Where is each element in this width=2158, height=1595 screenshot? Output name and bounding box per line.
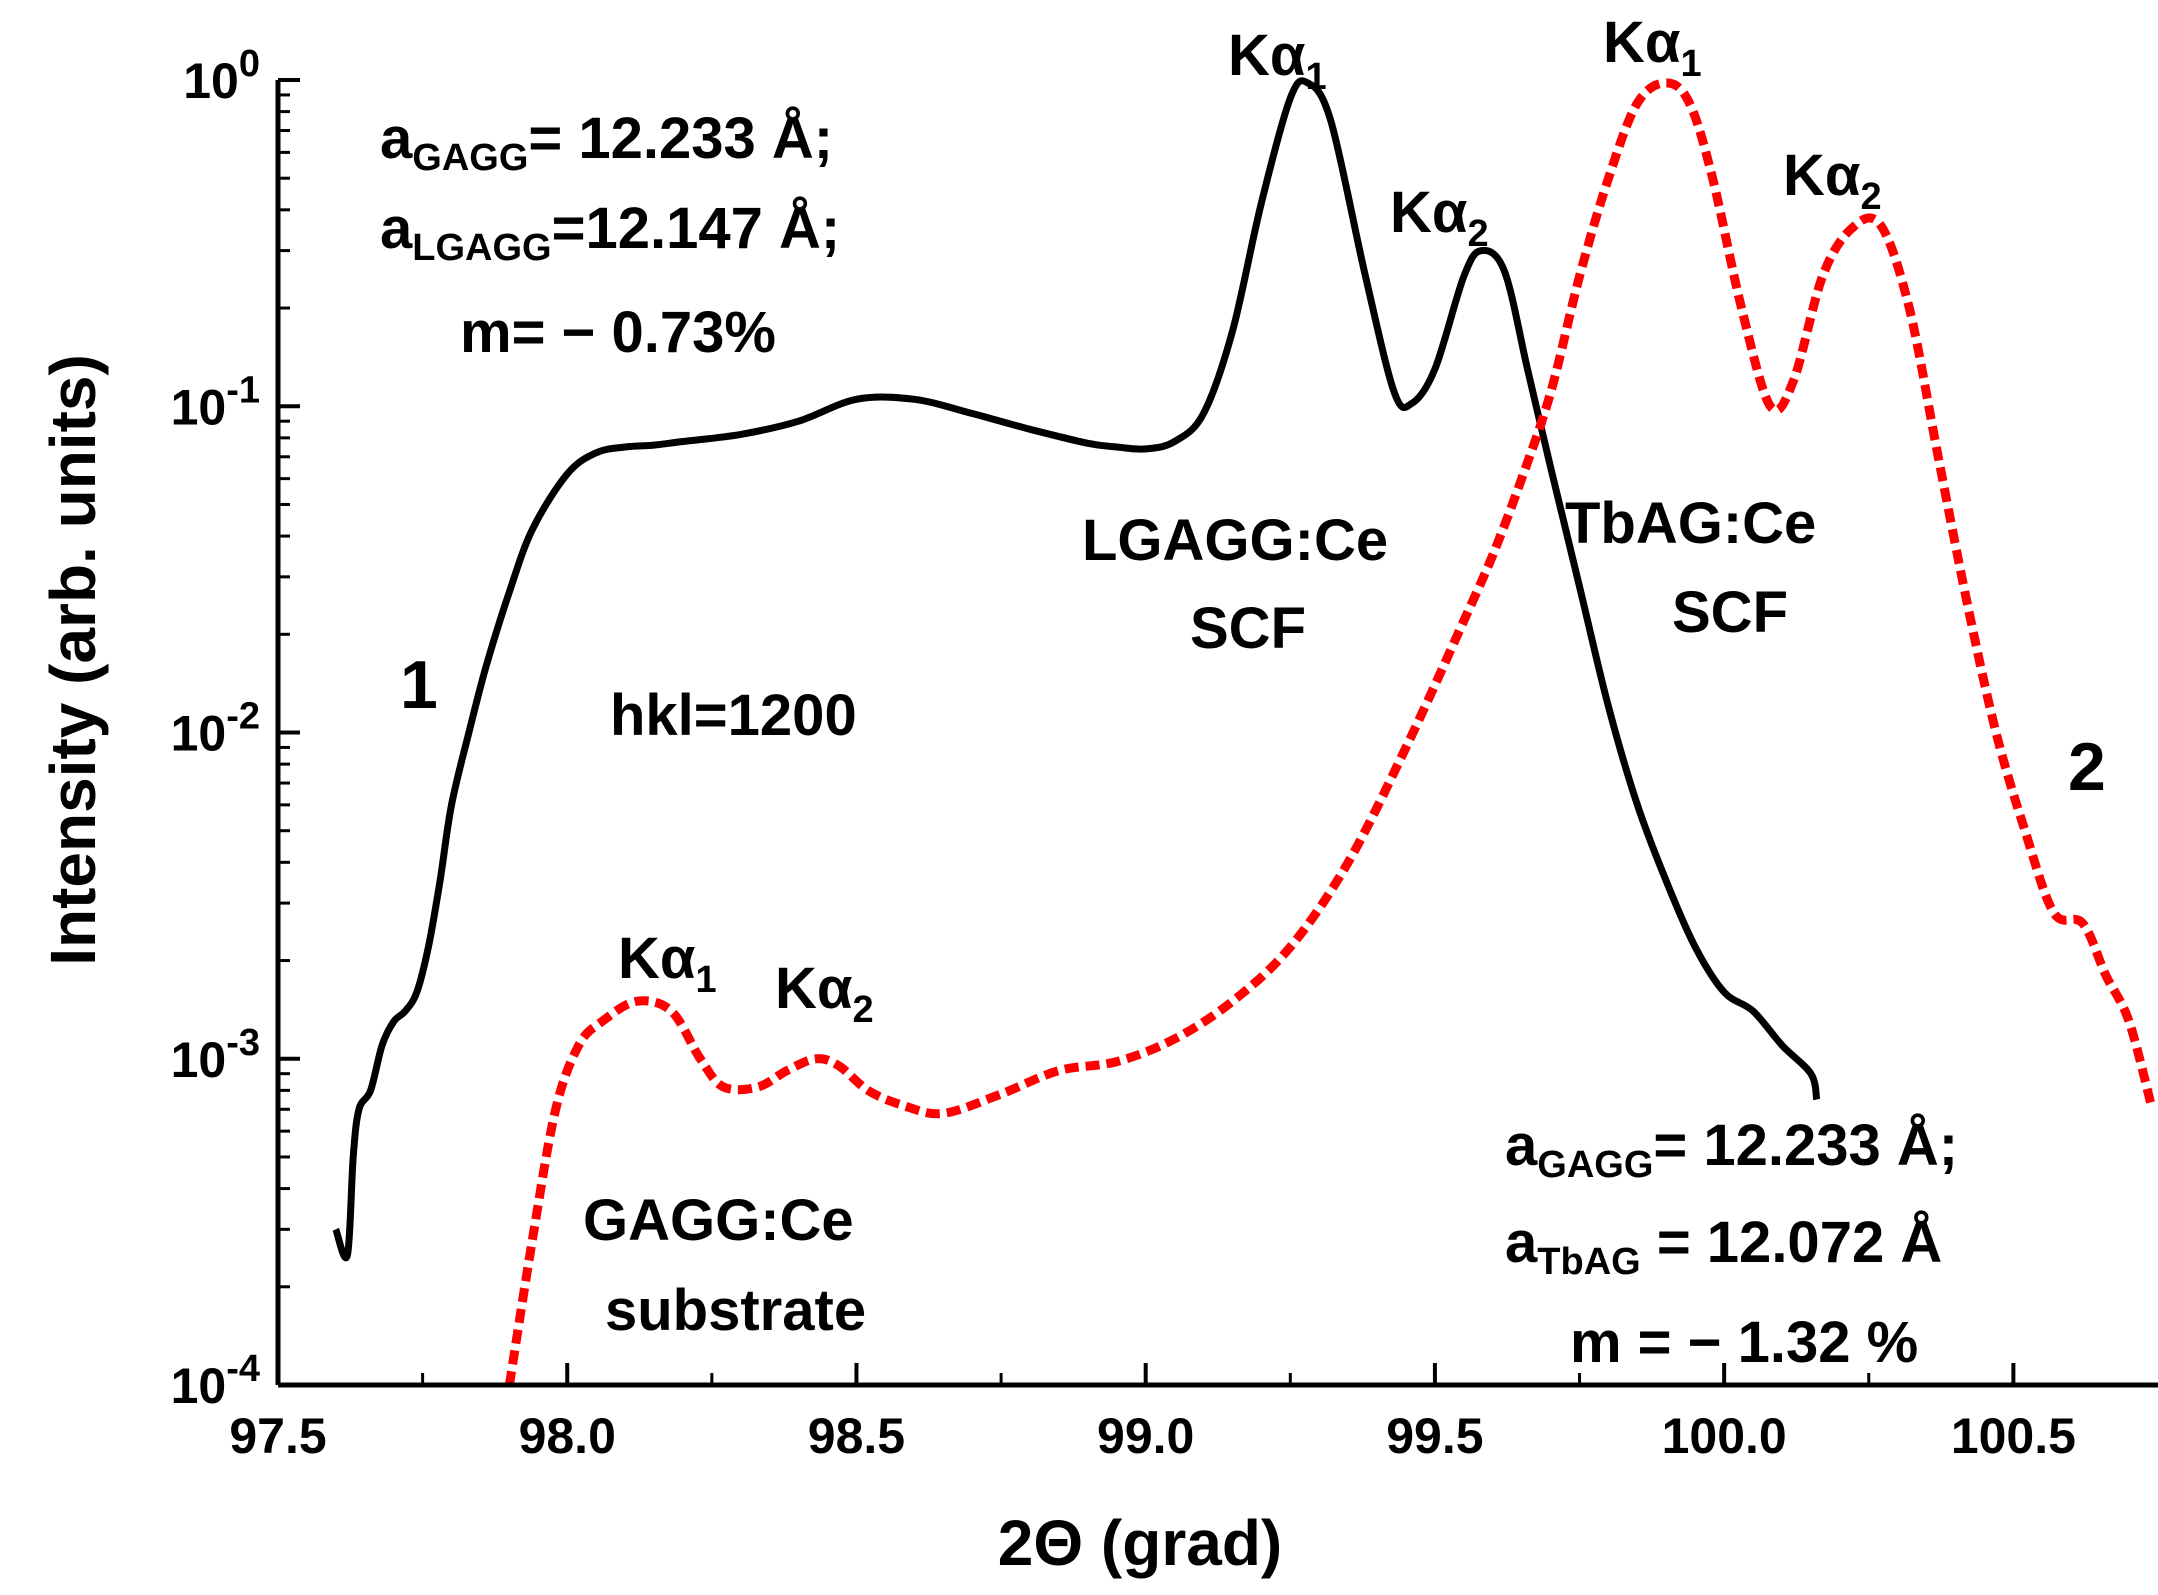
peak-label-tbag-ka2-base: Kα (1783, 143, 1861, 208)
peak-label-tbag-ka2: Kα2 (1783, 143, 1882, 218)
y-tick-label-exponent: 0 (239, 43, 260, 85)
peak-label-lgagg-ka2: Kα2 (1390, 180, 1489, 255)
peak-label-lgagg-ka1-base: Kα (1228, 23, 1306, 88)
y-tick-label-base: 10 (171, 706, 227, 762)
annotation-agagg-top-post: = 12.233 Å; (528, 106, 833, 171)
annotation-agagg-top-pre: a (380, 106, 413, 171)
annotation-agagg-bottom: aGAGG= 12.233 Å; (1505, 1113, 1958, 1186)
annotation-algagg: aLGAGG=12.147 Å; (380, 196, 840, 269)
annotation-algagg-pre: a (380, 196, 413, 261)
x-tick-label: 100.5 (1951, 1408, 2076, 1464)
x-tick-label: 98.5 (808, 1408, 905, 1464)
peak-label-lgagg-ka1-sub: 1 (1306, 56, 1327, 98)
x-tick-label: 97.5 (229, 1408, 326, 1464)
annotation-agagg-top: aGAGG= 12.233 Å; (380, 106, 833, 179)
gagg-label-line1: GAGG:Ce (583, 1188, 854, 1253)
peak-label-gagg-ka2-sub: 2 (853, 989, 874, 1031)
peak-label-tbag-ka1-base: Kα (1603, 10, 1681, 75)
x-axis-title: 2Θ (grad) (998, 1507, 1282, 1579)
y-tick-label: 100 (183, 43, 260, 109)
annotation-mismatch-tbag: m = − 1.32 % (1570, 1310, 1918, 1375)
y-tick-label-exponent: -2 (226, 696, 260, 738)
series-1-line (332, 77, 1821, 1262)
peak-label-lgagg-ka2-base: Kα (1390, 180, 1468, 245)
annotation-agagg-bottom-sub: GAGG (1537, 1144, 1653, 1186)
y-tick-label-exponent: -1 (226, 369, 260, 411)
peak-label-gagg-ka1-sub: 1 (696, 959, 717, 1001)
peak-label-gagg-ka1-base: Kα (618, 926, 696, 991)
y-tick-label-base: 10 (171, 379, 227, 435)
y-tick-label: 10-1 (171, 369, 260, 435)
y-tick-label: 10-2 (171, 696, 260, 762)
lgagg-label-line1: LGAGG:Ce (1082, 508, 1388, 573)
peak-label-tbag-ka2-sub: 2 (1861, 176, 1882, 218)
peak-label-lgagg-ka1: Kα1 (1228, 23, 1327, 98)
tbag-label-line2: SCF (1672, 580, 1788, 645)
y-tick-label-exponent: -4 (226, 1348, 260, 1390)
annotation-atbag-pre: a (1505, 1210, 1538, 1275)
annotation-mismatch-lgagg: m= − 0.73% (460, 300, 776, 365)
lgagg-label-line2: SCF (1190, 596, 1306, 661)
y-tick-label-exponent: -3 (226, 1022, 260, 1064)
annotation-algagg-sub: LGAGG (412, 227, 551, 269)
annotation-atbag: aTbAG = 12.072 Å (1505, 1210, 1942, 1283)
annotation-algagg-post: =12.147 Å; (552, 196, 841, 261)
x-tick-label: 98.0 (519, 1408, 616, 1464)
annotation-agagg-bottom-post: = 12.233 Å; (1653, 1113, 1958, 1178)
x-ticks: 97.5 98.0 98.5 99.0 99.5 100.0 100.5 (229, 1363, 2076, 1464)
y-tick-label-base: 10 (183, 53, 239, 109)
curve-1-number: 1 (400, 647, 438, 723)
peak-label-gagg-ka2: Kα2 (775, 956, 874, 1031)
annotation-agagg-top-sub: GAGG (412, 137, 528, 179)
peak-label-gagg-ka2-base: Kα (775, 956, 853, 1021)
tbag-label-line1: TbAG:Ce (1565, 491, 1816, 556)
x-tick-label: 99.0 (1097, 1408, 1194, 1464)
peak-label-tbag-ka1: Kα1 (1603, 10, 1702, 85)
series-2-line (504, 78, 2157, 1386)
hkl-label: hkl=1200 (610, 683, 857, 748)
annotation-atbag-post: = 12.072 Å (1641, 1210, 1943, 1275)
y-tick-label-base: 10 (171, 1032, 227, 1088)
series-layer (332, 77, 2157, 1386)
peak-label-lgagg-ka2-sub: 2 (1468, 213, 1489, 255)
peak-label-tbag-ka1-sub: 1 (1681, 43, 1702, 85)
y-axis-title: Intensity (arb. units) (37, 354, 109, 966)
peak-label-gagg-ka1: Kα1 (618, 926, 717, 1001)
y-tick-label-base: 10 (171, 1358, 227, 1414)
x-tick-label: 100.0 (1662, 1408, 1787, 1464)
curve-2-number: 2 (2068, 729, 2106, 805)
gagg-label-line2: substrate (605, 1278, 866, 1343)
y-tick-label: 10-3 (171, 1022, 260, 1088)
annotation-agagg-bottom-pre: a (1505, 1113, 1538, 1178)
y-tick-label: 10-4 (171, 1348, 260, 1414)
x-tick-label: 99.5 (1386, 1408, 1483, 1464)
annotation-atbag-sub: TbAG (1537, 1241, 1640, 1283)
